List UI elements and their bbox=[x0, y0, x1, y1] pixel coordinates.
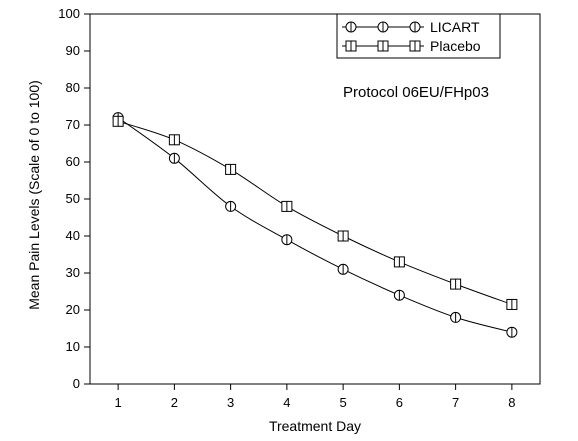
x-tick-label: 6 bbox=[396, 395, 403, 410]
data-point bbox=[112, 115, 124, 127]
legend-label: Placebo bbox=[430, 38, 481, 54]
data-point bbox=[393, 289, 405, 301]
data-point bbox=[281, 234, 293, 246]
x-tick-label: 4 bbox=[283, 395, 290, 410]
x-axis-title: Treatment Day bbox=[269, 418, 361, 434]
legend-label: LICART bbox=[430, 19, 480, 35]
data-point bbox=[225, 163, 237, 175]
y-tick-label: 70 bbox=[66, 117, 80, 132]
y-tick-label: 30 bbox=[66, 265, 80, 280]
x-tick-label: 2 bbox=[171, 395, 178, 410]
data-point bbox=[506, 298, 518, 310]
legend-entry-licart: LICART bbox=[342, 19, 480, 35]
data-point bbox=[393, 256, 405, 268]
data-point bbox=[506, 326, 518, 338]
data-point bbox=[450, 311, 462, 323]
y-tick-label: 0 bbox=[73, 376, 80, 391]
legend-entry-placebo: Placebo bbox=[342, 38, 481, 54]
x-tick-label: 5 bbox=[340, 395, 347, 410]
series-licart bbox=[112, 112, 518, 338]
data-point bbox=[337, 230, 349, 242]
y-tick-label: 10 bbox=[66, 339, 80, 354]
y-tick-label: 50 bbox=[66, 191, 80, 206]
y-tick-label: 40 bbox=[66, 228, 80, 243]
data-point bbox=[450, 278, 462, 290]
data-point bbox=[337, 263, 349, 275]
y-tick-label: 90 bbox=[66, 43, 80, 58]
protocol-annotation: Protocol 06EU/FHp03 bbox=[343, 84, 489, 101]
data-point bbox=[225, 200, 237, 212]
y-axis: 0 10 20 30 40 50 60 70 80 90 100 bbox=[58, 6, 90, 391]
x-axis: 1 2 3 4 5 6 7 8 bbox=[115, 384, 515, 410]
x-tick-label: 8 bbox=[508, 395, 515, 410]
y-tick-label: 80 bbox=[66, 80, 80, 95]
plot-border bbox=[89, 13, 541, 385]
x-tick-label: 1 bbox=[115, 395, 122, 410]
y-tick-label: 20 bbox=[66, 302, 80, 317]
data-point bbox=[168, 152, 180, 164]
data-point bbox=[168, 134, 180, 146]
x-tick-label: 7 bbox=[452, 395, 459, 410]
y-tick-label: 60 bbox=[66, 154, 80, 169]
plot-frame bbox=[89, 13, 541, 385]
series-line bbox=[117, 117, 513, 333]
series-line bbox=[117, 120, 513, 305]
series-placebo bbox=[112, 115, 518, 310]
y-tick-label: 100 bbox=[58, 6, 80, 21]
data-point bbox=[281, 200, 293, 212]
y-axis-title: Mean Pain Levels (Scale of 0 to 100) bbox=[26, 80, 42, 310]
series-layer bbox=[112, 112, 518, 338]
legend: LICART Placebo bbox=[336, 13, 501, 59]
x-tick-label: 3 bbox=[227, 395, 234, 410]
